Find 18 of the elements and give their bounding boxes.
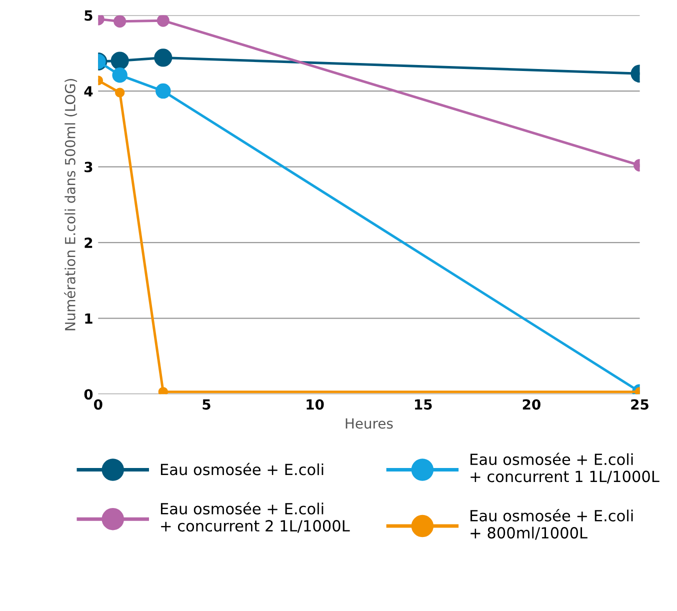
x-tick-label: 5 [202,399,210,410]
x-axis-title: Heures [346,418,393,429]
x-tick-label: 25 [631,399,648,410]
legend-label: Eau osmosée + E.coli [160,462,324,476]
y-tick-label: 3 [84,162,92,172]
y-tick-label: 2 [84,238,92,248]
legend-label: Eau osmosée + E.coli + concurrent 2 1L/1000L [160,502,350,533]
y-tick-label: 0 [84,389,93,400]
y-tick-label: 1 [85,313,92,324]
legend-label: Eau osmosée + E.coli + concurrent 1 1L/1000L [470,452,660,484]
x-tick-label: 0 [94,399,102,410]
x-tick-label: 20 [522,399,540,410]
legend-label: Eau osmosée + E.coli + 800ml/1000L [470,509,633,540]
x-tick-label: 15 [415,399,432,410]
y-tick-label: 5 [84,10,92,21]
x-tick-label: 10 [306,399,324,410]
y-axis-title: Numération E.coli dans 500ml (LOG) [64,78,78,330]
y-tick-label: 4 [84,86,93,96]
